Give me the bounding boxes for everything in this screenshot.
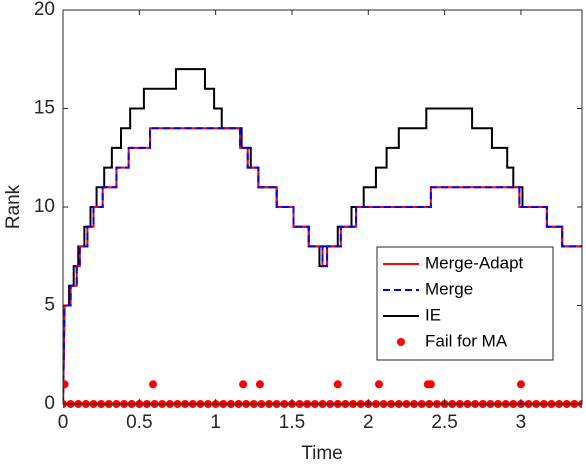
x-tick-label: 2.5 — [431, 412, 457, 433]
fail-marker — [63, 380, 69, 389]
legend-box — [376, 246, 554, 361]
y-tick-label: 0 — [44, 393, 55, 414]
x-tick-label: 2 — [363, 412, 374, 433]
fail-marker — [516, 380, 525, 389]
y-tick-label: 15 — [34, 98, 55, 119]
x-tick-label: 0 — [58, 412, 69, 433]
legend-label: Merge — [425, 279, 473, 298]
x-axis-label: Time — [301, 443, 343, 464]
fail-marker — [149, 380, 158, 389]
x-tick-label: 3 — [516, 412, 527, 433]
fail-marker — [374, 380, 383, 389]
legend: Merge-Adapt Merge IE Fail for MA — [376, 246, 554, 361]
y-axis-label: Rank — [3, 184, 24, 229]
fail-marker — [333, 380, 342, 389]
legend-marker — [397, 338, 405, 346]
x-tick-label: 1 — [210, 412, 221, 433]
x-tick-label: 0.5 — [126, 412, 152, 433]
y-tick-label: 20 — [34, 0, 55, 20]
legend-label: Merge-Adapt — [425, 253, 524, 272]
legend-label: IE — [425, 305, 441, 324]
series-line — [63, 127, 582, 405]
fail-marker — [426, 380, 435, 389]
fail-marker — [239, 380, 248, 389]
y-tick-label: 10 — [34, 196, 55, 217]
x-tick-label: 1.5 — [279, 412, 305, 433]
fail-marker — [255, 380, 264, 389]
legend-label: Fail for MA — [425, 331, 508, 350]
y-tick-label: 5 — [44, 295, 55, 316]
